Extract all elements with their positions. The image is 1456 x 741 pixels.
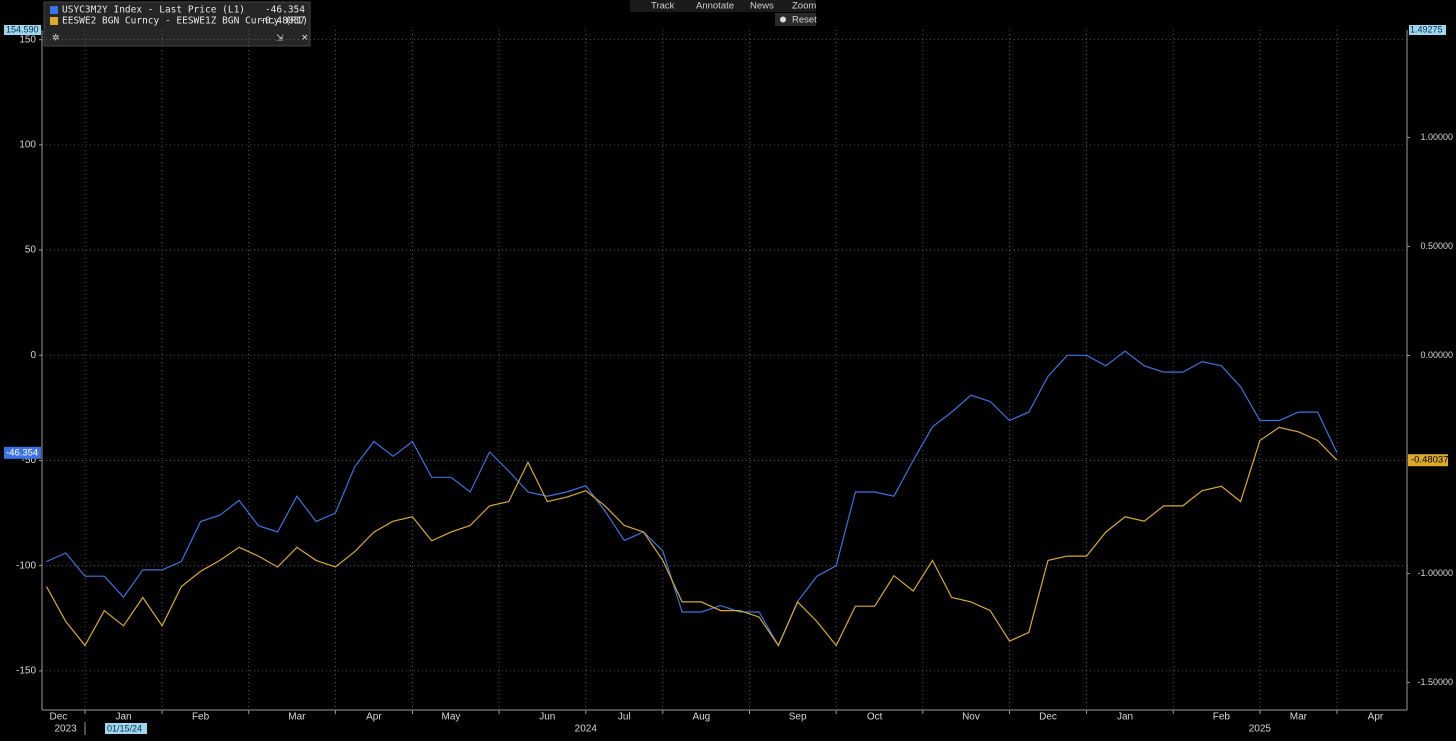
series-line	[45, 426, 1338, 647]
y-tick-label: 0	[30, 350, 36, 361]
x-tick-label: Jul	[618, 712, 631, 723]
last-value-label: -0.48037	[1411, 455, 1449, 466]
y-max-label: 154.590	[6, 24, 39, 34]
toolbar-track[interactable]: Track	[651, 1, 675, 12]
toolbar-reset[interactable]: Reset	[792, 15, 817, 26]
x-tick-label: Feb	[192, 712, 210, 723]
x-tick-label: Jun	[539, 712, 555, 723]
x-tick-label: May	[442, 712, 461, 723]
y2-max-label: 1.49275	[1410, 24, 1443, 34]
legend-swatch	[50, 6, 58, 14]
crosshair-label: 01/15/24	[107, 723, 142, 733]
x-year-label: 2024	[575, 724, 598, 735]
last-value-label: -46.354	[6, 447, 38, 458]
x-tick-label: Apr	[1368, 712, 1384, 723]
x-tick-label: Nov	[962, 712, 980, 723]
y2-tick-label: 1.00000	[1420, 132, 1453, 142]
legend-value: -0.48037	[259, 16, 305, 27]
x-tick-label: Feb	[1213, 712, 1231, 723]
y-tick-label: 150	[19, 34, 36, 45]
x-year-label: 2025	[1249, 724, 1272, 735]
y-tick-label: -150	[16, 666, 36, 677]
legend-pin[interactable]: ⇲	[276, 32, 284, 42]
legend-close[interactable]: ✕	[301, 32, 309, 42]
x-tick-label: Aug	[692, 712, 710, 723]
legend: USYC3M2Y Index - Last Price (L1) -46.354E…	[50, 5, 308, 27]
x-tick-label: Dec	[1039, 712, 1057, 723]
last-value-tag	[1408, 454, 1448, 467]
legend-settings-icon[interactable]: ✲	[52, 32, 60, 42]
legend-swatch	[50, 17, 58, 25]
y2-tick-label: -1.50000	[1417, 677, 1453, 687]
toolbar-news[interactable]: News	[750, 1, 774, 12]
series-line	[46, 350, 1338, 647]
legend-label: USYC3M2Y Index - Last Price (L1)	[62, 5, 245, 16]
legend-label: EESWE2 BGN Curncy - EESWE1Z BGN Curncy (…	[62, 16, 308, 27]
x-tick-label: Apr	[366, 712, 382, 723]
axis-max-tag	[1409, 25, 1446, 35]
crosshair-tag	[105, 723, 147, 734]
x-tick-label: Jan	[1117, 712, 1133, 723]
reset-button[interactable]	[775, 13, 816, 26]
y2-tick-label: 0.50000	[1420, 241, 1453, 251]
y2-tick-label: -1.00000	[1417, 568, 1453, 578]
toolbar-annotate[interactable]: Annotate	[696, 1, 734, 12]
last-value-tag	[4, 446, 41, 459]
legend-value: -46.354	[265, 5, 305, 16]
y-tick-label: 50	[25, 245, 37, 256]
axis-max-tag	[4, 25, 41, 35]
reset-icon	[780, 16, 786, 23]
toolbar-zoom[interactable]: Zoom	[792, 1, 816, 12]
toolbar-bg	[630, 0, 816, 12]
x-tick-label: Mar	[1290, 712, 1308, 723]
legend-box	[43, 1, 311, 47]
x-tick-label: Jan	[115, 712, 131, 723]
x-tick-label: Oct	[867, 712, 883, 723]
x-tick-label: Mar	[288, 712, 306, 723]
y-tick-label: 100	[19, 139, 36, 150]
x-tick-label: Sep	[789, 712, 807, 723]
x-tick-label: Dec	[50, 712, 68, 723]
y-tick-label: -100	[16, 560, 36, 571]
x-year-label: 2023	[55, 724, 78, 735]
y2-tick-label: 0.00000	[1420, 350, 1453, 360]
y-tick-label: -50	[22, 455, 37, 466]
